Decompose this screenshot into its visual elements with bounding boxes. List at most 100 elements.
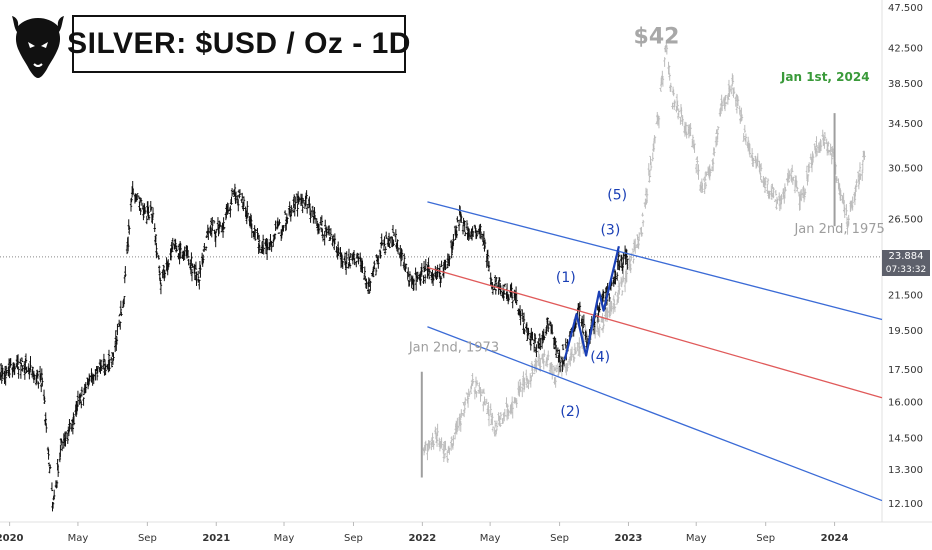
overlay-bar xyxy=(713,147,716,157)
overlay-bar xyxy=(705,171,708,177)
overlay-bar xyxy=(716,128,719,140)
price-bar xyxy=(205,235,208,239)
overlay-bar xyxy=(823,132,827,142)
overlay-bar xyxy=(519,382,522,392)
price-bar xyxy=(171,246,174,252)
overlay-bar xyxy=(774,190,778,196)
price-bar xyxy=(388,242,391,249)
overlay-bar xyxy=(802,189,806,203)
price-bar xyxy=(262,246,265,255)
overlay-bar xyxy=(532,372,536,375)
price-bar xyxy=(333,233,337,245)
overlay-bar xyxy=(756,153,759,167)
overlay-bar xyxy=(709,168,712,177)
price-bar xyxy=(145,215,149,225)
overlay-bar xyxy=(606,307,609,320)
price-bar xyxy=(348,263,352,269)
price-bar xyxy=(427,273,431,280)
price-bar xyxy=(102,361,105,370)
overlay-bar xyxy=(602,317,605,329)
price-bar xyxy=(320,215,324,226)
price-bar xyxy=(229,205,232,218)
overlay-bar xyxy=(645,188,649,204)
overlay-bar xyxy=(566,360,570,366)
overlay-bar xyxy=(518,385,521,397)
price-bar xyxy=(167,263,171,268)
overlay-bar xyxy=(804,188,807,196)
overlay-bar xyxy=(665,41,668,48)
price-bar xyxy=(147,214,151,221)
price-bar xyxy=(60,438,63,443)
price-bar xyxy=(403,253,406,264)
price-bar xyxy=(503,283,507,288)
price-bar xyxy=(238,189,242,196)
price-bar xyxy=(254,229,257,232)
overlay-bar xyxy=(788,170,791,179)
price-bar xyxy=(363,266,366,276)
price-bar xyxy=(35,372,38,384)
overlay-bar xyxy=(458,413,462,425)
price-bar xyxy=(343,252,347,266)
overlay-bar xyxy=(623,278,627,293)
price-bar xyxy=(25,366,28,374)
overlay-bar xyxy=(732,89,735,98)
overlay-bar xyxy=(784,186,787,192)
price-bar xyxy=(202,254,205,264)
price-bar xyxy=(129,198,133,212)
overlay-bar xyxy=(680,107,683,118)
overlay-bar xyxy=(648,175,651,183)
price-bar xyxy=(499,285,503,296)
overlay-bar xyxy=(811,153,815,163)
price-bar xyxy=(452,233,455,247)
overlay-bar xyxy=(598,323,601,338)
price-bar xyxy=(416,271,420,280)
overlay-bar xyxy=(766,178,770,185)
price-bar xyxy=(108,359,111,372)
overlay-bar xyxy=(702,177,706,182)
price-bar xyxy=(399,254,403,267)
overlay-bar xyxy=(625,270,628,283)
price-bar xyxy=(151,214,154,224)
price-bar xyxy=(366,281,370,294)
overlay-bar xyxy=(750,148,754,162)
overlay-bar xyxy=(466,395,469,404)
price-bar xyxy=(169,247,173,261)
overlay-bar xyxy=(827,141,830,147)
overlay-bar xyxy=(789,169,793,180)
price-bar xyxy=(289,214,293,222)
price-bar xyxy=(392,232,396,236)
price-bar xyxy=(309,210,313,217)
overlay-bar xyxy=(673,99,676,108)
price-bar xyxy=(211,216,214,232)
overlay-bar xyxy=(665,46,669,55)
price-bar xyxy=(408,280,411,287)
price-bar xyxy=(21,365,24,372)
price-bar xyxy=(115,336,119,345)
price-bar xyxy=(288,201,291,214)
price-bar xyxy=(324,219,327,227)
overlay-bar xyxy=(803,192,806,198)
price-bar xyxy=(522,323,525,334)
price-bar xyxy=(277,232,281,234)
overlay-bar xyxy=(736,96,740,107)
overlay-bar xyxy=(796,187,799,192)
overlay-bar xyxy=(637,232,641,242)
price-bar xyxy=(226,203,230,214)
plot-area xyxy=(0,0,932,523)
price-bar xyxy=(190,252,193,266)
price-bar xyxy=(174,247,178,253)
price-bar xyxy=(202,248,206,252)
price-bar xyxy=(186,250,190,258)
price-bar xyxy=(59,444,62,458)
price-bar xyxy=(246,212,250,219)
overlay-bar xyxy=(731,73,734,86)
price-bar xyxy=(345,251,348,265)
price-bar xyxy=(353,258,356,266)
price-bar xyxy=(143,206,147,215)
overlay-bar xyxy=(760,179,763,183)
price-bar xyxy=(464,231,467,237)
price-bar xyxy=(526,332,529,341)
overlay-bar xyxy=(854,184,858,192)
price-bar xyxy=(321,234,325,242)
